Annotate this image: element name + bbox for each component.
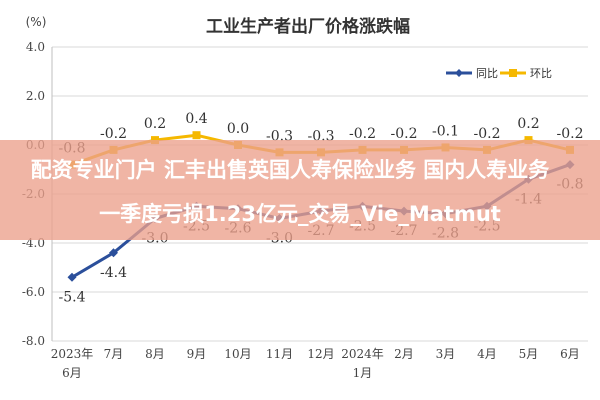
x-tick-label: 2024年 (341, 347, 384, 361)
data-point-marker (67, 272, 77, 282)
data-label: -4.4 (100, 265, 127, 281)
legend-label: 环比 (530, 67, 552, 80)
data-label: -0.1 (432, 123, 459, 139)
y-axis-unit: (%) (26, 15, 47, 29)
x-tick-label: 6月 (560, 347, 580, 361)
x-tick-label-line-2: 6月 (62, 366, 82, 380)
x-tick-label: 8月 (145, 347, 165, 361)
y-tick-label: 4.0 (26, 40, 45, 54)
data-label: -0.2 (557, 126, 584, 142)
x-tick-label: 4月 (477, 347, 497, 361)
data-label: 0.0 (227, 121, 249, 137)
x-tick-label: 7月 (104, 347, 124, 361)
x-tick-label: 12月 (307, 347, 334, 361)
data-label: 0.2 (517, 116, 539, 132)
data-label: -0.2 (349, 126, 376, 142)
x-tick-label: 10月 (224, 347, 251, 361)
data-label: -0.2 (474, 126, 501, 142)
y-tick-label: 2.0 (26, 89, 45, 103)
x-tick-label: 11月 (266, 347, 293, 361)
data-label: -5.4 (59, 289, 86, 305)
legend: 同比 环比 (446, 67, 552, 80)
data-label: -0.2 (391, 126, 418, 142)
legend-label: 同比 (476, 67, 498, 80)
x-tick-label: 9月 (187, 347, 207, 361)
legend-swatch-marker (509, 69, 517, 77)
overlay-banner[interactable]: 配资专业门户 汇丰出售英国人寿保险业务 国内人寿业务 一季度亏损1.23亿元_交… (0, 140, 600, 240)
data-label: -0.2 (100, 126, 127, 142)
x-tick-label: 2023年 (51, 347, 94, 361)
chart-title: 工业生产者出厂价格涨跌幅 (206, 16, 410, 37)
data-label: 0.2 (144, 116, 166, 132)
x-axis-ticks: 2023年 6月 7月 8月 9月 10月 11月 12月 2024年 1月 2月 3月 4月 5月 6月 (51, 347, 580, 380)
banner-headline-line-2[interactable]: 一季度亏损1.23亿元_交易_Vie_Matmut (99, 202, 501, 226)
x-tick-label: 5月 (519, 347, 539, 361)
data-label: 0.4 (185, 111, 207, 127)
data-point-marker (109, 248, 118, 258)
banner-headline-line-1[interactable]: 配资专业门户 汇丰出售英国人寿保险业务 国内人寿业务 (30, 158, 550, 182)
x-tick-label: 3月 (436, 347, 456, 361)
y-tick-label: -6.0 (22, 285, 45, 299)
x-tick-label-line-2: 1月 (353, 366, 373, 380)
data-point-marker (192, 131, 201, 140)
x-tick-label: 2月 (394, 347, 414, 361)
legend-swatch-marker (455, 69, 463, 77)
y-tick-label: -8.0 (22, 334, 45, 348)
